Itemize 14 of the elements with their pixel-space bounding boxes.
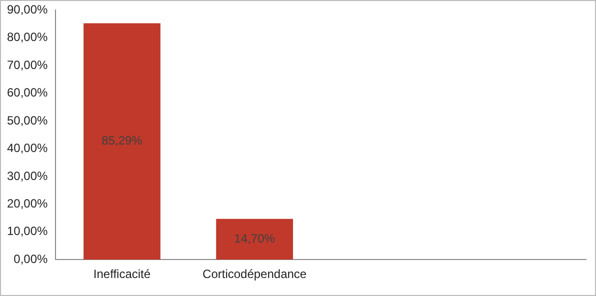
x-tick-label: Inefficacité (93, 267, 151, 282)
y-tick-label: 50,00% (6, 113, 48, 128)
y-tick-label: 80,00% (6, 30, 48, 44)
y-tick-label: 10,00% (6, 224, 48, 238)
data-label: 85,29% (102, 134, 143, 148)
y-tick-label: 30,00% (6, 168, 48, 183)
y-tick-label: 0,00% (14, 252, 48, 266)
data-label: 14,70% (234, 232, 276, 246)
y-tick-label: 70,00% (6, 58, 48, 72)
y-tick-label: 40,00% (6, 141, 48, 156)
x-tick-label: Corticodépendance (202, 267, 307, 282)
y-tick-label: 90,00% (6, 2, 48, 17)
y-tick-label: 60,00% (6, 86, 48, 100)
y-tick-label: 20,00% (6, 196, 48, 210)
